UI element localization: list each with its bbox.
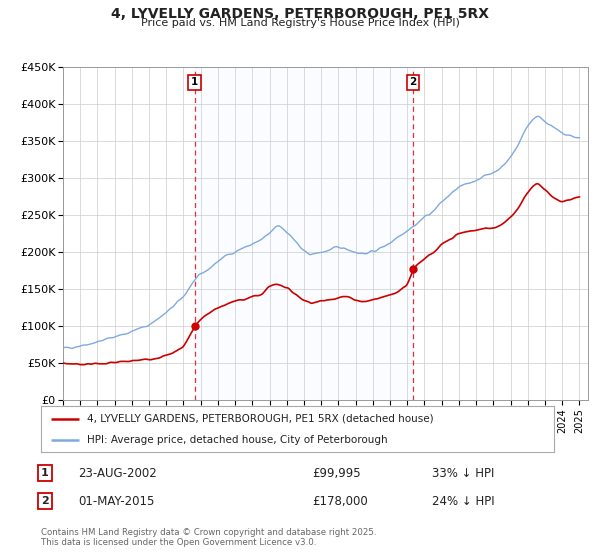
Text: 4, LYVELLY GARDENS, PETERBOROUGH, PE1 5RX: 4, LYVELLY GARDENS, PETERBOROUGH, PE1 5R… (111, 7, 489, 21)
Text: Contains HM Land Registry data © Crown copyright and database right 2025.
This d: Contains HM Land Registry data © Crown c… (41, 528, 376, 547)
Text: HPI: Average price, detached house, City of Peterborough: HPI: Average price, detached house, City… (87, 436, 388, 445)
Text: 2: 2 (41, 496, 49, 506)
Bar (194, 67, 413, 400)
Text: Price paid vs. HM Land Registry's House Price Index (HPI): Price paid vs. HM Land Registry's House … (140, 18, 460, 28)
Text: 2: 2 (409, 77, 416, 87)
Text: 4, LYVELLY GARDENS, PETERBOROUGH, PE1 5RX (detached house): 4, LYVELLY GARDENS, PETERBOROUGH, PE1 5R… (87, 414, 434, 424)
Text: 1: 1 (191, 77, 198, 87)
Text: 33% ↓ HPI: 33% ↓ HPI (432, 466, 494, 480)
Text: 24% ↓ HPI: 24% ↓ HPI (432, 494, 494, 508)
Text: £178,000: £178,000 (312, 494, 368, 508)
Text: 01-MAY-2015: 01-MAY-2015 (78, 494, 154, 508)
Text: £99,995: £99,995 (312, 466, 361, 480)
Text: 23-AUG-2002: 23-AUG-2002 (78, 466, 157, 480)
Text: 1: 1 (41, 468, 49, 478)
